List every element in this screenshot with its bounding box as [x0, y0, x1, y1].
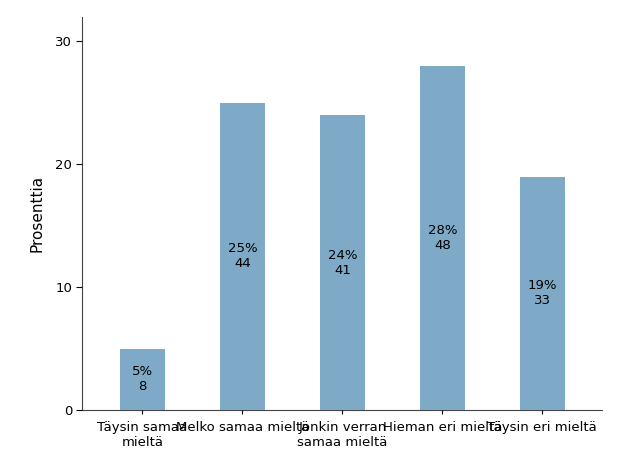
Text: 19%
33: 19% 33 [527, 280, 557, 308]
Bar [520, 177, 565, 410]
Bar [120, 349, 165, 410]
Text: 25%
44: 25% 44 [228, 242, 258, 270]
Bar [320, 115, 365, 410]
Y-axis label: Prosenttia: Prosenttia [29, 175, 44, 252]
Bar [220, 103, 265, 410]
Text: 5%
8: 5% 8 [132, 365, 153, 393]
Text: 24%
41: 24% 41 [327, 249, 357, 277]
Text: 28%
48: 28% 48 [428, 224, 457, 252]
Bar [420, 66, 465, 410]
